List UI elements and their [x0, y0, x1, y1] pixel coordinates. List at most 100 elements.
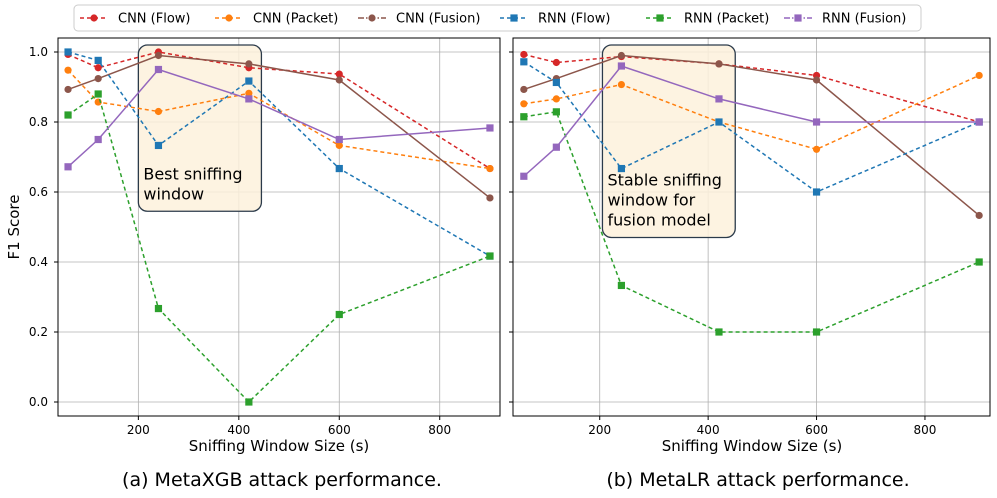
data-point: [812, 145, 821, 153]
legend-marker: [368, 14, 376, 22]
legend-frame: [73, 4, 922, 32]
legend: CNN (Flow) CNN (Packet) CNN (Fusion) RNN (F…: [73, 4, 922, 32]
data-point: [520, 85, 528, 94]
data-point: [975, 211, 983, 220]
data-point: [520, 113, 528, 121]
data-point: [486, 252, 494, 260]
data-point: [552, 58, 560, 67]
data-point: [154, 304, 163, 313]
data-point: [245, 398, 253, 406]
legend-item: RNN (Flow): [500, 12, 610, 27]
series-line: [67, 68, 491, 168]
data-point: [335, 164, 343, 173]
data-point: [715, 60, 723, 68]
highlight-box: [137, 44, 263, 212]
legend-item: CNN (Fusion): [358, 12, 480, 27]
legend-marker: [225, 14, 233, 22]
y-tick-label: 1.0: [29, 45, 48, 59]
series-line: [523, 53, 980, 123]
legend-marker: [510, 14, 518, 22]
x-tick-label: 600: [805, 423, 828, 437]
data-point: [335, 310, 343, 319]
data-point: [94, 90, 102, 98]
y-tick-label: 0.2: [29, 325, 48, 339]
legend-item: CNN (Packet): [215, 12, 338, 27]
data-point: [552, 95, 560, 103]
data-point: [617, 164, 626, 173]
data-point: [335, 141, 343, 150]
annotation-text: window: [143, 184, 204, 203]
data-point: [245, 60, 253, 68]
data-point: [520, 172, 528, 180]
legend-label: CNN (Fusion): [396, 12, 480, 27]
x-tick-label: 600: [328, 423, 351, 437]
x-tick-label: 400: [697, 423, 720, 437]
annotation-text: fusion model: [607, 211, 710, 230]
caption-b: (b) MetaLR attack performance.: [606, 469, 909, 491]
series-cnn-fusion: [64, 51, 494, 202]
data-point: [335, 76, 343, 84]
legend-label: RNN (Packet): [684, 12, 769, 27]
data-point: [335, 70, 343, 78]
data-point: [64, 66, 72, 74]
data-point: [715, 95, 723, 103]
legend-item: RNN (Packet): [646, 12, 769, 27]
data-point: [520, 100, 528, 108]
legend-item: RNN (Fusion): [784, 12, 906, 27]
data-point: [617, 80, 626, 89]
data-point: [520, 58, 528, 66]
series-line: [67, 51, 491, 257]
legend-marker: [794, 14, 802, 22]
series-cnn-packet: [64, 66, 494, 173]
data-point: [520, 50, 528, 59]
series-rnn-flow: [520, 58, 983, 196]
data-point: [552, 108, 560, 116]
data-point: [715, 328, 723, 336]
series-rnn-fusion: [64, 65, 494, 171]
data-point: [245, 77, 253, 85]
x-tick-label: 800: [914, 423, 937, 437]
y-axis-label-a: F1 Score: [5, 195, 23, 260]
series-cnn-fusion: [520, 51, 983, 220]
data-point: [94, 75, 102, 83]
data-point: [812, 328, 821, 336]
series-rnn-packet: [64, 90, 494, 406]
data-point: [975, 118, 983, 126]
series-line: [67, 54, 491, 199]
y-tick-label: 0.0: [29, 395, 48, 409]
legend-marker: [90, 14, 98, 22]
data-point: [154, 141, 163, 150]
data-point: [975, 258, 983, 266]
caption-a: (a) MetaXGB attack performance.: [122, 469, 442, 491]
data-point: [812, 188, 821, 196]
data-point: [552, 143, 560, 151]
data-point: [617, 51, 626, 60]
data-point: [335, 135, 343, 144]
data-point: [154, 51, 163, 60]
data-point: [64, 85, 72, 94]
legend-label: RNN (Flow): [538, 12, 610, 27]
annotation-text: Stable sniffing: [607, 171, 721, 190]
series-cnn-packet: [520, 71, 983, 153]
data-point: [154, 65, 163, 74]
y-tick-label: 0.4: [29, 255, 48, 269]
legend-marker: [656, 14, 664, 22]
x-tick-label: 400: [227, 423, 250, 437]
series-line: [523, 65, 980, 177]
series-rnn-fusion: [520, 62, 983, 180]
x-tick-label: 800: [428, 423, 451, 437]
legend-label: RNN (Fusion): [822, 12, 906, 27]
y-tick-label: 0.8: [29, 115, 48, 129]
series-cnn-flow: [520, 50, 983, 126]
data-point: [94, 135, 102, 144]
series-rnn-flow: [64, 48, 494, 260]
data-point: [64, 48, 72, 56]
data-point: [486, 194, 494, 202]
data-point: [64, 163, 72, 171]
annotation-text: Best sniffing: [143, 164, 242, 183]
data-point: [154, 107, 163, 116]
x-axis-label-a: Sniffing Window Size (s): [189, 437, 369, 455]
